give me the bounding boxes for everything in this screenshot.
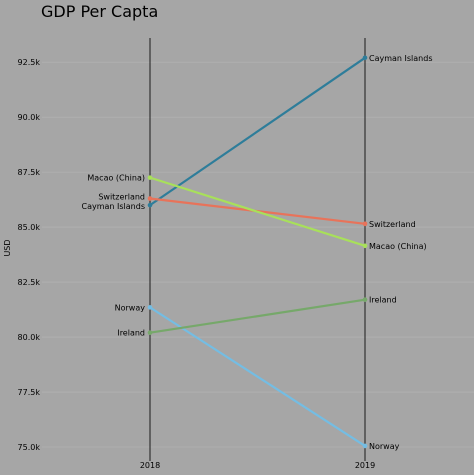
data-point [147,196,153,201]
data-point [147,175,153,180]
data-point [147,202,153,208]
y-tick-label: 85.0k [18,223,41,232]
data-point [362,55,368,61]
data-point [362,221,368,227]
right-point-label: Ireland [369,296,397,305]
left-point-label: Norway [115,303,146,312]
right-point-label: Norway [369,442,400,451]
data-point [362,297,368,302]
data-point [362,243,368,249]
grid-layer [42,61,474,448]
x-tick-label: 2018 [140,461,160,470]
y-tick-label: 75.0k [18,443,41,452]
y-tick-label: 77.5k [18,388,41,397]
data-point [147,305,153,310]
right-point-label: Cayman Islands [369,54,433,63]
y-tick-label: 82.5k [18,278,41,287]
left-point-label: Ireland [117,329,145,338]
series-line [149,298,366,334]
y-tick-label: 87.5k [18,168,41,177]
x-tick-label: 2019 [355,461,375,470]
series-line [149,56,366,207]
chart-title: GDP Per Capta [41,2,158,21]
right-point-label: Macao (China) [369,242,427,251]
left-point-label: Switzerland [98,193,145,202]
series-line [149,176,366,247]
data-point [147,330,153,335]
y-tick-label: 92.5k [18,58,41,67]
axis-layer: 75.0k 77.5k 80.0k 82.5k 85.0k 87.5k 90.0k 92.5k… [18,38,375,470]
y-axis-label: USD [3,239,12,256]
right-point-label: Switzerland [369,220,416,229]
series-layer [147,55,368,449]
series-line [149,306,366,447]
y-tick-label: 90.0k [18,113,41,122]
left-point-label: Cayman Islands [82,202,146,211]
y-tick-label: 80.0k [18,333,41,342]
left-point-label: Macao (China) [87,174,145,183]
data-point [362,443,368,449]
